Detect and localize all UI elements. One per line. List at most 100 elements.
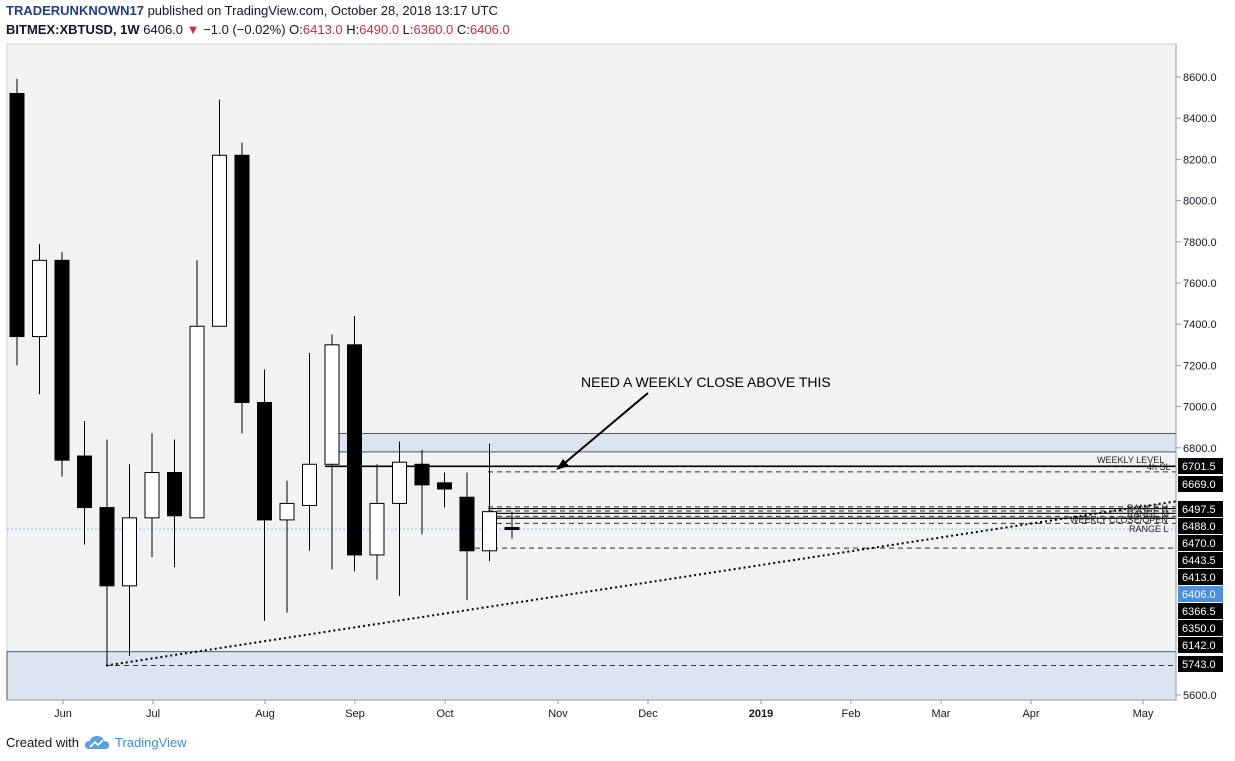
price-tag-label: 6350.0: [1182, 623, 1216, 635]
candle-body: [122, 517, 137, 587]
price-tag-label: 5743.0: [1182, 659, 1216, 671]
level-label: RANGE M: [1127, 509, 1169, 519]
created-with-text: Created with: [6, 735, 79, 750]
candle: [324, 334, 340, 570]
plot-background: [6, 43, 1177, 701]
candle-body: [459, 496, 475, 552]
price-tag-label: 6406.0: [1182, 589, 1216, 601]
candle: [32, 243, 47, 395]
price-tag: [1178, 458, 1223, 474]
price-tag-label: 6413.0: [1182, 572, 1216, 584]
candle-body: [257, 401, 272, 521]
candle: [77, 421, 92, 545]
candle-body: [144, 472, 160, 519]
candle-body: [324, 344, 340, 465]
close-label: C:: [456, 22, 470, 37]
y-tick-label: 7400.0: [1183, 319, 1217, 331]
price-tag-label: 6470.0: [1182, 538, 1216, 550]
candle: [437, 472, 452, 508]
x-tick-label: Mar: [932, 708, 951, 720]
y-tick-label: 7000.0: [1183, 402, 1217, 414]
candle-body: [32, 259, 47, 338]
x-tick-label: Jul: [146, 708, 160, 720]
last-price: 6406.0: [143, 22, 184, 37]
price-tag: [1178, 535, 1223, 551]
level-label: RANGE L: [1129, 524, 1169, 534]
candle-body: [279, 502, 295, 521]
candle-body: [302, 463, 317, 506]
open-label: O:: [289, 22, 303, 37]
candle-body: [99, 507, 115, 587]
tradingview-brand[interactable]: TradingView: [114, 735, 187, 750]
y-tick-label: 5600.0: [1183, 690, 1217, 702]
ohlc-line: BITMEX:XBTUSD, 1W 6406.0 ▼ −1.0 (−0.02%)…: [6, 22, 510, 37]
candle: [392, 441, 407, 597]
price-tag-label: 6497.5: [1182, 504, 1216, 516]
level-label: WEEKLY CLOSE/OPEN: [1070, 515, 1168, 525]
candle-body: [482, 511, 497, 552]
candle: [369, 464, 385, 580]
author-name[interactable]: TRADERUNKNOWN17: [6, 3, 144, 18]
low-value: 6360.0: [413, 22, 454, 37]
y-tick-label: 8600.0: [1183, 72, 1217, 84]
y-tick-label: 8400.0: [1183, 113, 1217, 125]
level-label: WEEKLY LEVEL: [1097, 455, 1164, 465]
x-tick-label: Sep: [345, 708, 365, 720]
candle-body: [347, 344, 362, 556]
down-arrow-icon: ▼: [186, 22, 200, 37]
candle-body: [167, 472, 182, 517]
candle: [279, 480, 295, 613]
candle: [212, 99, 227, 327]
level-label: RANGE H: [1127, 503, 1168, 513]
symbol-label: BITMEX:XBTUSD, 1W: [6, 22, 140, 37]
tradingview-cloud-icon: [84, 735, 109, 749]
high-label: H:: [346, 22, 360, 37]
x-tick-label: Aug: [255, 708, 275, 720]
low-label: L:: [402, 22, 414, 37]
price-tag: [1178, 552, 1223, 568]
price-tag: [1178, 637, 1223, 653]
candle-body: [9, 92, 25, 338]
high-value: 6490.0: [359, 22, 400, 37]
price-tag: [1178, 586, 1223, 602]
x-tick-label: Apr: [1022, 708, 1039, 720]
open-value: 6413.0: [302, 22, 343, 37]
x-tick-label: Oct: [436, 708, 453, 720]
candle: [504, 511, 520, 539]
candle-body: [504, 527, 520, 531]
price-tag: [1178, 569, 1223, 585]
ascending-trendline: [105, 500, 1177, 667]
candle-body: [437, 482, 452, 490]
price-tag-label: 6488.0: [1182, 521, 1216, 533]
x-tick-label: Jun: [54, 708, 72, 720]
price-tag-label: 6701.5: [1182, 461, 1216, 473]
price-change: −1.0 (−0.02%): [203, 22, 286, 37]
level-label: 4h SL: [1147, 462, 1171, 472]
candle-body: [212, 154, 227, 327]
price-tag-label: 6142.0: [1182, 640, 1216, 652]
candle-body: [189, 325, 205, 519]
candle: [9, 79, 25, 366]
resistance-zone: [332, 432, 1177, 453]
close-value: 6406.0: [469, 22, 510, 37]
price-tag: [1178, 476, 1223, 492]
y-tick-label: 8000.0: [1183, 196, 1217, 208]
support-zone: [6, 651, 1177, 701]
candle: [347, 315, 362, 572]
price-tag-label: 6669.0: [1182, 479, 1216, 491]
y-tick-label: 8200.0: [1183, 154, 1217, 166]
candle-body: [234, 154, 250, 403]
candle: [414, 449, 430, 535]
y-tick-label: 7600.0: [1183, 278, 1217, 290]
annotation-arrow: [559, 392, 649, 468]
footer: Created with TradingView: [6, 735, 187, 750]
price-tag-label: 6366.5: [1182, 606, 1216, 618]
candle: [257, 369, 272, 621]
x-tick-label: 2019: [749, 708, 773, 720]
candle: [482, 443, 497, 562]
candle-body: [77, 455, 92, 509]
candle: [234, 142, 250, 434]
candle: [189, 260, 205, 519]
candle: [144, 433, 160, 557]
